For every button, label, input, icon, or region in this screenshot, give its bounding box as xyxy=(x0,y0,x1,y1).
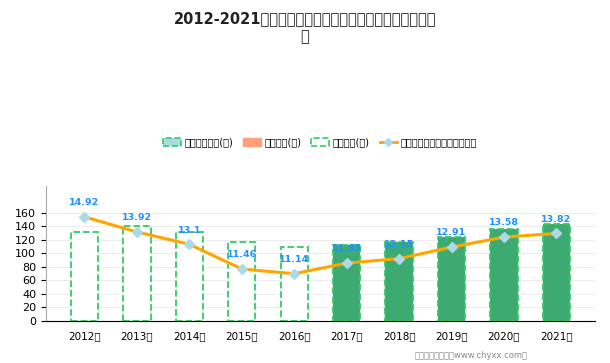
Bar xyxy=(543,224,570,321)
Text: 13.82: 13.82 xyxy=(541,215,572,224)
Bar xyxy=(123,226,151,321)
Bar xyxy=(71,232,98,321)
Text: 12.91: 12.91 xyxy=(436,228,467,237)
Legend: 门票免费公园(个), 收费公园(个), 公园个数(个), 人均公园绿地面积（平方米）: 门票免费公园(个), 收费公园(个), 公园个数(个), 人均公园绿地面积（平方… xyxy=(160,134,481,151)
Bar xyxy=(490,229,518,321)
Bar xyxy=(176,232,203,321)
Bar xyxy=(281,247,308,321)
Bar xyxy=(438,237,465,321)
Text: 11.85: 11.85 xyxy=(331,244,362,253)
Bar xyxy=(386,242,413,321)
Text: 11.14: 11.14 xyxy=(279,255,309,264)
Bar xyxy=(333,245,361,321)
Text: 12.15: 12.15 xyxy=(384,240,414,249)
Text: 2012-2021年重庆市县城公园数及人均公园绿地面积统计
图: 2012-2021年重庆市县城公园数及人均公园绿地面积统计 图 xyxy=(174,11,436,45)
Text: 制图：智研咨询（www.chyxx.com）: 制图：智研咨询（www.chyxx.com） xyxy=(415,351,528,360)
Text: 14.92: 14.92 xyxy=(70,198,99,207)
Bar xyxy=(228,242,256,321)
Text: 13.58: 13.58 xyxy=(489,219,519,227)
Text: 11.46: 11.46 xyxy=(227,250,257,259)
Text: 13.92: 13.92 xyxy=(122,213,152,222)
Text: 13.1: 13.1 xyxy=(178,225,201,234)
